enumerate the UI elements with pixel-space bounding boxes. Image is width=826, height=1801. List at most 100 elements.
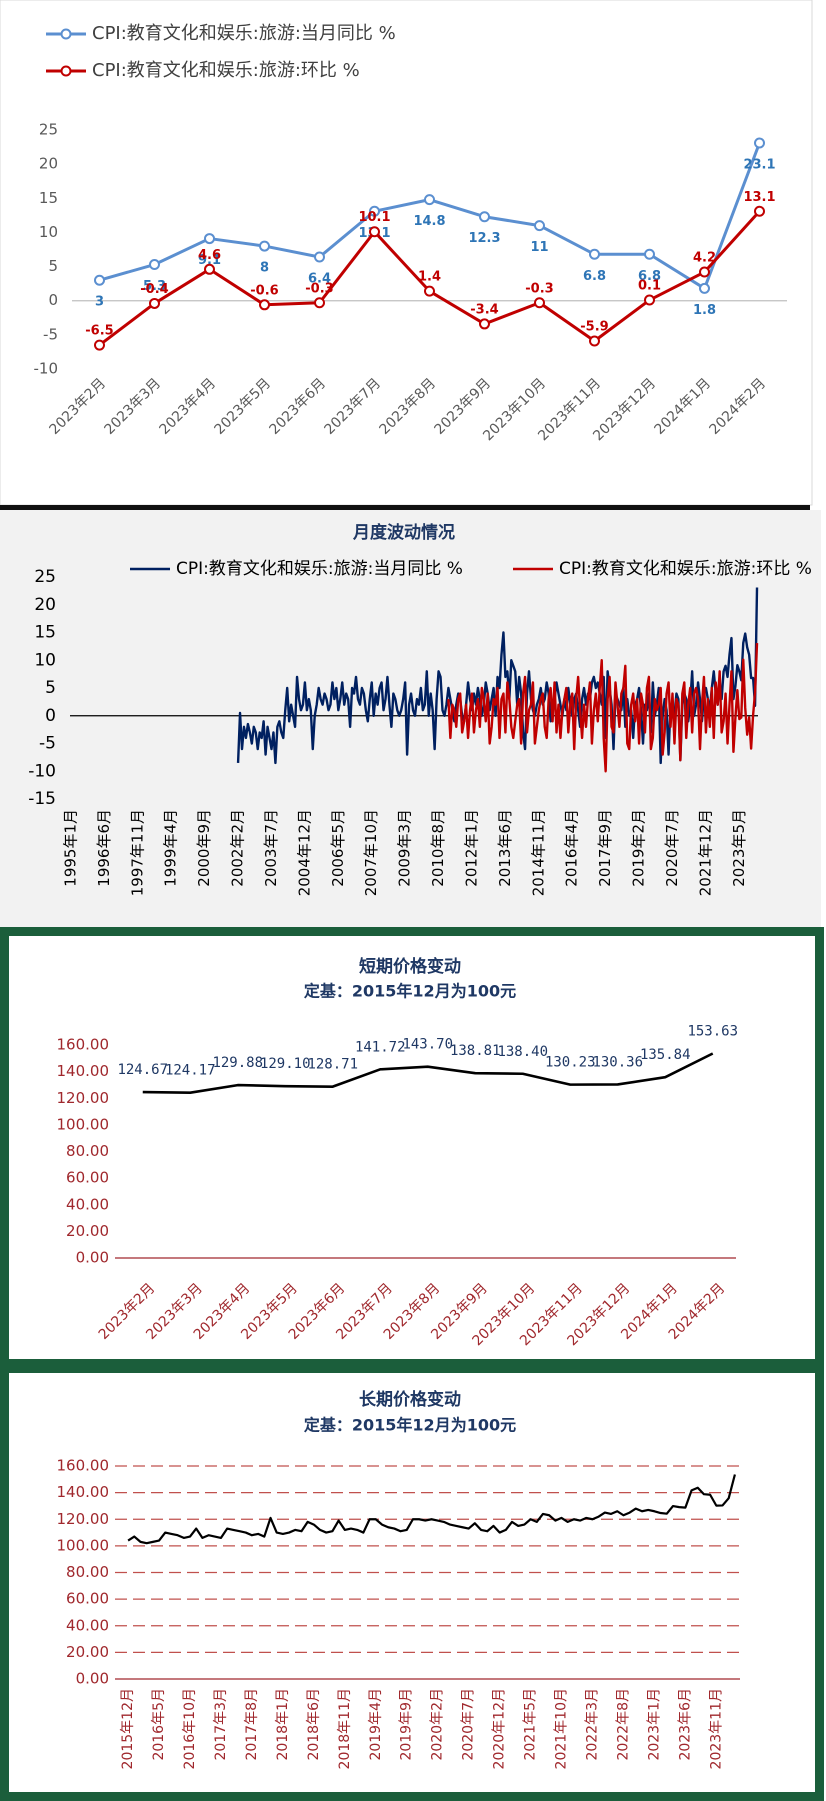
marker [479, 318, 490, 330]
x-tick-label: 2018年11月 [337, 1688, 353, 1769]
x-tick-label: 2023年6月 [677, 1688, 693, 1761]
x-tick-label: 2016年4月 [563, 809, 581, 887]
legend-label: CPI:教育文化和娱乐:旅游:环比 % [559, 559, 812, 579]
data-label: 153.63 [687, 1023, 738, 1039]
chart-subtitle: 定基：2015年12月为100元 [303, 1416, 516, 1435]
data-label: 138.40 [497, 1044, 548, 1060]
y-tick-label: 25 [39, 121, 58, 139]
y-tick-label: 160.00 [57, 1036, 110, 1054]
x-tick-label: 2019年9月 [399, 1688, 415, 1761]
data-label: 1.4 [418, 270, 441, 285]
marker [314, 251, 325, 263]
y-tick-label: 120.00 [57, 1089, 110, 1107]
y-tick-label: 5 [45, 678, 56, 698]
data-label: 129.10 [260, 1056, 311, 1072]
data-label: -0.4 [140, 282, 168, 297]
data-label: 3 [95, 295, 104, 310]
y-tick-label: -10 [28, 761, 56, 781]
data-label: -0.6 [250, 283, 278, 298]
x-tick-label: 2017年8月 [244, 1688, 260, 1761]
x-tick-label: 2012年1月 [462, 809, 480, 887]
data-label: -0.3 [305, 281, 333, 296]
y-tick-label: 100.00 [57, 1536, 110, 1554]
x-tick-label: 2014年11月 [529, 809, 547, 896]
y-tick-label: 15 [39, 189, 58, 207]
legend-label: CPI:教育文化和娱乐:旅游:环比 % [92, 60, 360, 81]
data-label: 8 [260, 261, 269, 276]
chart-subtitle: 定基：2015年12月为100元 [303, 982, 516, 1001]
marker [534, 220, 545, 232]
y-tick-label: 20.00 [66, 1643, 109, 1661]
chart-title: 短期价格变动 [359, 956, 461, 977]
x-tick-label: 2016年10月 [182, 1688, 198, 1769]
panel-frame [0, 1364, 824, 1801]
chart-title: 长期价格变动 [359, 1389, 461, 1410]
series-line [447, 642, 759, 773]
data-label: 10.1 [358, 210, 390, 225]
marker [424, 285, 435, 297]
data-label: 4.2 [693, 251, 716, 266]
marker [149, 297, 160, 309]
data-label: -0.3 [525, 281, 553, 296]
marker [424, 194, 435, 206]
y-tick-label: 5 [48, 257, 58, 275]
y-tick-label: 10 [34, 650, 56, 670]
x-tick-label: 1997年11月 [128, 809, 146, 896]
y-tick-label: 0.00 [76, 1249, 109, 1267]
data-label: 9.1 [198, 253, 221, 268]
legend-label: CPI:教育文化和娱乐:旅游:当月同比 % [92, 23, 396, 44]
marker [699, 266, 710, 278]
legend-marker [60, 28, 72, 40]
x-tick-label: 2019年4月 [368, 1688, 384, 1761]
series-line [127, 1474, 736, 1545]
marker [369, 226, 380, 238]
data-label: 141.72 [355, 1039, 406, 1055]
marker [479, 211, 490, 223]
y-tick-label: 10 [39, 223, 58, 241]
x-tick-label: 2020年2月 [430, 1688, 446, 1761]
x-tick-label: 2004年12月 [295, 809, 313, 896]
series-line [142, 1052, 714, 1094]
data-label: 124.67 [117, 1062, 168, 1078]
legend-label: CPI:教育文化和娱乐:旅游:当月同比 % [176, 559, 463, 579]
x-tick-label: 1996年6月 [95, 809, 113, 887]
data-label: 12.3 [468, 231, 500, 246]
x-tick-label: 2020年7月 [663, 809, 681, 887]
y-tick-label: 25 [34, 567, 56, 587]
marker [149, 259, 160, 271]
marker [94, 274, 105, 286]
y-tick-label: 140.00 [57, 1483, 110, 1501]
y-tick-label: 20 [39, 155, 58, 173]
marker [314, 297, 325, 309]
legend-marker [60, 65, 72, 77]
marker [204, 263, 215, 275]
y-tick-label: 120.00 [57, 1510, 110, 1528]
y-tick-label: 0 [48, 291, 58, 309]
x-tick-label: 2006年5月 [329, 809, 347, 887]
y-tick-label: 140.00 [57, 1062, 110, 1080]
data-label: -6.5 [85, 324, 113, 339]
x-tick-label: 1999年4月 [162, 809, 180, 887]
marker [589, 248, 600, 260]
x-tick-label: 2023年5月 [730, 809, 748, 887]
data-label: 11 [530, 240, 548, 255]
data-label: -5.9 [580, 320, 608, 335]
data-label: 129.88 [212, 1055, 263, 1071]
y-tick-label: 40.00 [66, 1195, 109, 1213]
x-tick-label: 2023年1月 [646, 1688, 662, 1761]
marker [204, 233, 215, 245]
data-label: 14.8 [413, 214, 445, 229]
y-tick-label: 60.00 [66, 1590, 109, 1608]
y-tick-label: 80.00 [66, 1563, 109, 1581]
marker [644, 248, 655, 260]
y-tick-label: 0.00 [76, 1670, 109, 1688]
x-tick-label: 2003年7月 [262, 809, 280, 887]
marker [534, 297, 545, 309]
data-label: 13.1 [743, 190, 775, 205]
data-label: 130.23 [545, 1055, 596, 1071]
data-label: 5.3 [143, 279, 166, 294]
y-tick-label: -15 [28, 789, 56, 809]
marker [259, 299, 270, 311]
